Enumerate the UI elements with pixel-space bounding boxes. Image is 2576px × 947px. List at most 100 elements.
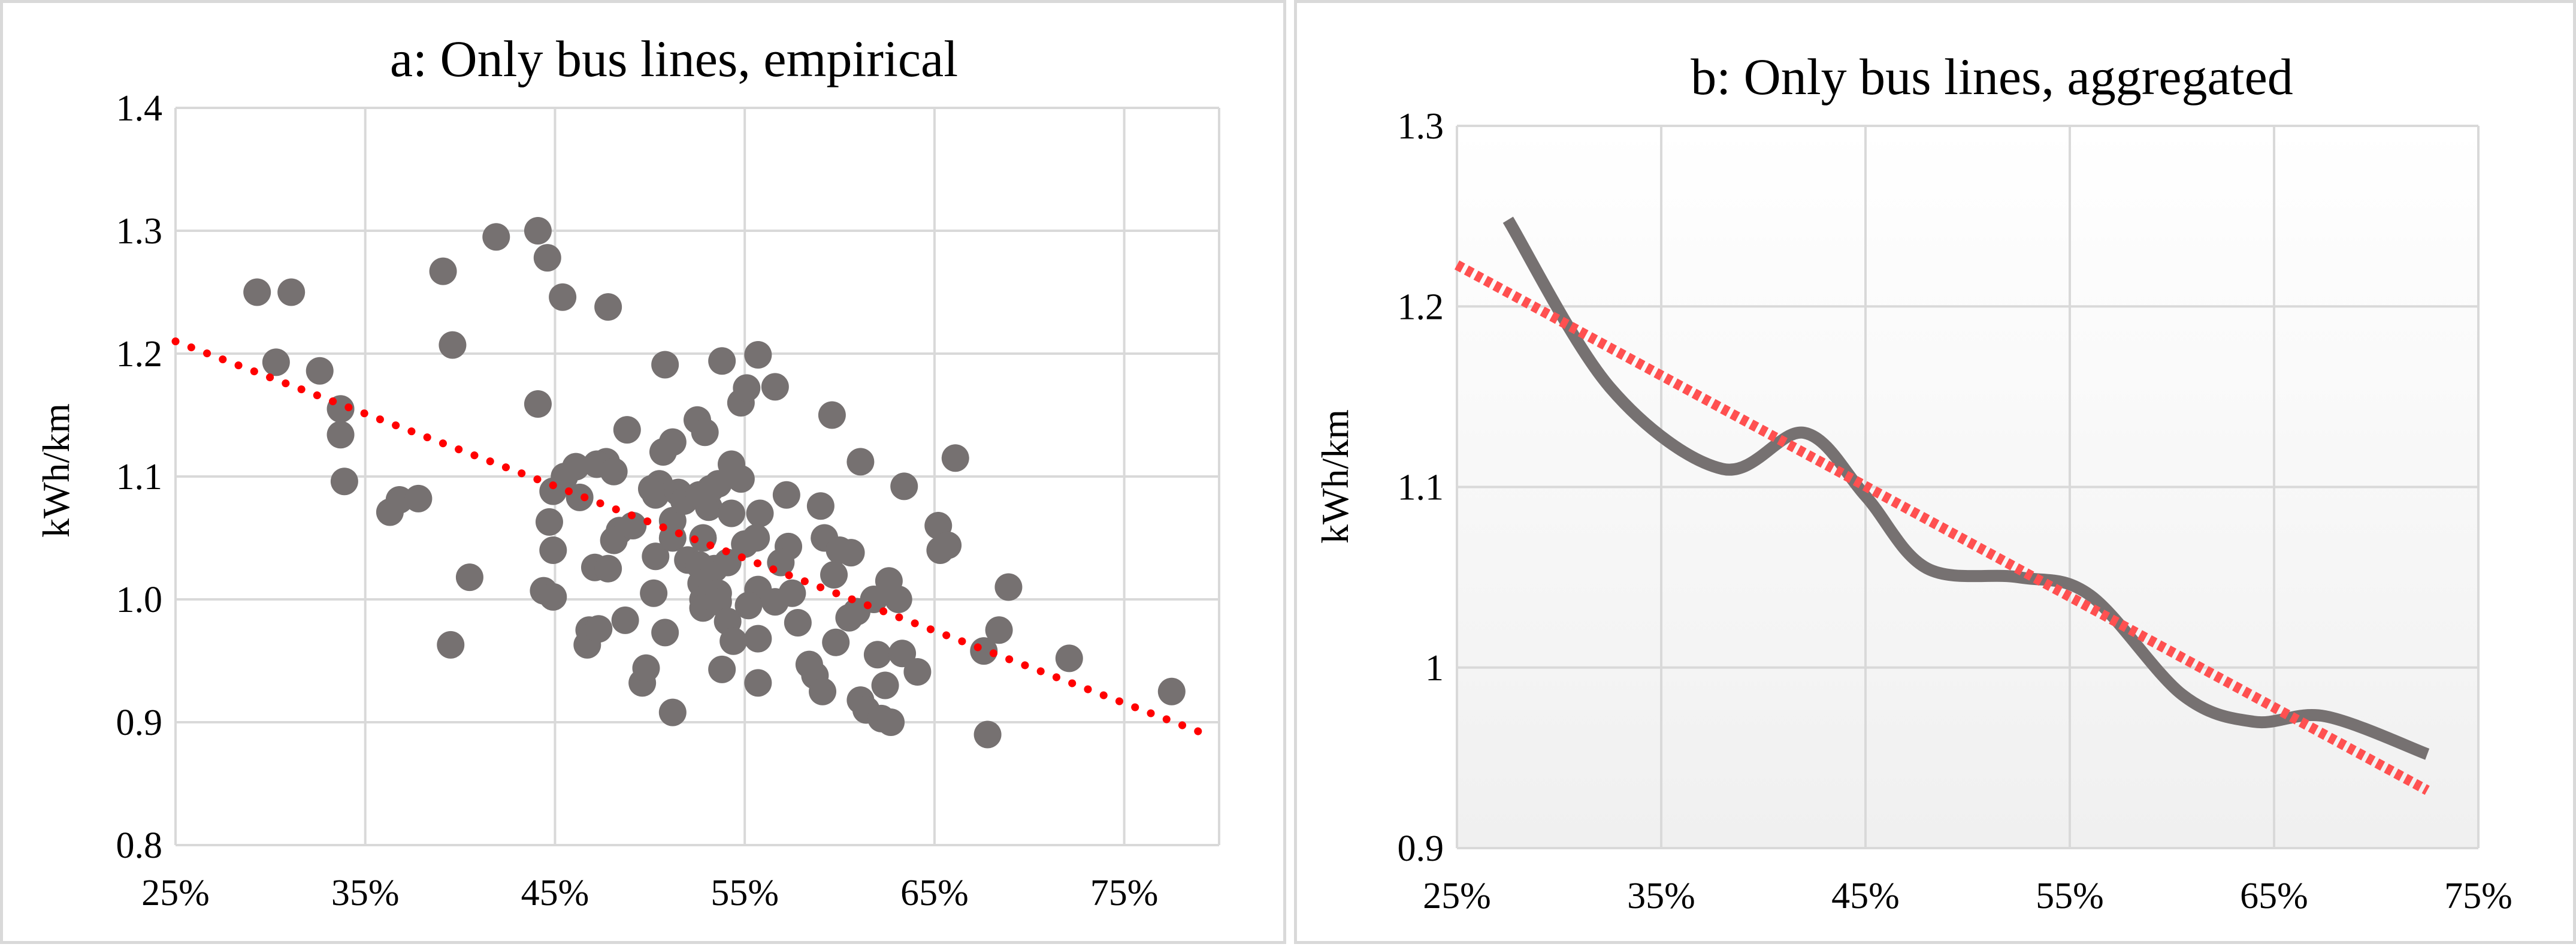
- data-point: [822, 628, 850, 656]
- data-point: [642, 481, 670, 509]
- data-point: [1157, 677, 1186, 705]
- chart-a-y-axis-label: kWh/km: [35, 403, 77, 538]
- chart-a-x-tick-label: 55%: [710, 873, 779, 913]
- data-point: [877, 708, 905, 736]
- data-point: [651, 619, 679, 647]
- data-point: [744, 669, 772, 697]
- data-point: [713, 548, 742, 577]
- data-point: [926, 536, 954, 564]
- chart-a-y-tick-label: 1.0: [116, 580, 163, 620]
- chart-a-x-tick-label: 65%: [900, 873, 969, 913]
- chart-a-y-tick-label: 1.2: [116, 334, 163, 375]
- data-point: [326, 421, 355, 449]
- data-point: [539, 583, 567, 611]
- data-point: [642, 542, 670, 571]
- data-point: [651, 351, 679, 379]
- chart-b-x-tick-label: 25%: [1423, 876, 1491, 916]
- data-point: [719, 627, 748, 655]
- data-point: [888, 640, 917, 668]
- chart-a-x-tick-label: 75%: [1090, 873, 1159, 913]
- data-point: [533, 244, 561, 272]
- chart-a-y-tick-label: 1.4: [116, 88, 163, 129]
- chart-b-x-tick-label: 65%: [2240, 876, 2308, 916]
- data-point: [871, 671, 899, 699]
- data-point: [594, 293, 622, 321]
- data-point: [600, 526, 628, 554]
- data-point: [482, 223, 510, 251]
- data-point: [985, 616, 1013, 644]
- data-point: [708, 655, 736, 683]
- data-point: [843, 598, 871, 626]
- data-point: [746, 499, 774, 527]
- data-point: [429, 257, 457, 285]
- data-point: [649, 438, 677, 466]
- data-point: [744, 341, 772, 369]
- chart-b-title: b: Only bus lines, aggregated: [1691, 48, 2293, 105]
- data-point: [437, 631, 465, 659]
- chart-a-y-tick-label: 1.1: [116, 457, 163, 497]
- data-point: [718, 499, 746, 527]
- data-point: [704, 470, 732, 498]
- data-point: [535, 508, 563, 536]
- chart-b-x-tick-label: 75%: [2444, 876, 2512, 916]
- aggregated-line: [1502, 216, 2430, 760]
- data-point: [727, 465, 755, 493]
- data-point: [806, 492, 835, 520]
- chart-b-y-tick-label: 1.2: [1398, 286, 1444, 327]
- data-point: [903, 658, 932, 686]
- chart-panel-a: a: Only bus lines, empirical kWh/km 0.8 0…: [0, 0, 1286, 944]
- data-point: [784, 608, 812, 637]
- data-point: [1055, 644, 1083, 672]
- data-point: [613, 416, 641, 444]
- data-point: [262, 348, 290, 376]
- data-point: [539, 477, 567, 505]
- trendline: [1454, 260, 2430, 795]
- data-point: [884, 586, 912, 613]
- chart-a: a: Only bus lines, empirical kWh/km 0.8 0…: [35, 30, 1220, 913]
- data-point: [243, 278, 271, 306]
- chart-b-x-tick-label: 35%: [1627, 876, 1695, 916]
- data-point: [778, 579, 806, 607]
- data-point: [731, 530, 759, 558]
- chart-panel-b: b: Only bus lines, aggregated kWh/km 0.9…: [1294, 0, 2576, 944]
- data-point: [632, 654, 660, 682]
- data-point: [640, 579, 668, 607]
- data-point: [691, 418, 719, 447]
- data-point: [524, 217, 552, 245]
- chart-b-y-tick-label: 0.9: [1398, 828, 1444, 869]
- data-point: [863, 641, 891, 669]
- data-point: [761, 373, 789, 401]
- data-point: [562, 453, 590, 481]
- data-point: [439, 331, 467, 359]
- data-point: [820, 561, 848, 589]
- data-point: [539, 536, 567, 564]
- data-point: [549, 283, 577, 311]
- data-point: [744, 625, 772, 653]
- data-point: [837, 539, 865, 567]
- chart-b-y-tick-label: 1.3: [1398, 106, 1444, 147]
- data-point: [890, 472, 918, 500]
- data-point: [733, 374, 761, 402]
- chart-a-x-tick-label: 25%: [141, 873, 210, 913]
- data-point: [600, 457, 628, 485]
- chart-b-x-tick-label: 55%: [2036, 876, 2104, 916]
- data-point: [330, 468, 358, 496]
- data-point: [708, 347, 736, 375]
- chart-a-x-tick-label: 45%: [521, 873, 589, 913]
- data-point: [619, 512, 647, 539]
- chart-a-y-tick-label: 1.3: [116, 211, 163, 252]
- chart-b-y-axis-label: kWh/km: [1314, 409, 1356, 544]
- chart-a-title: a: Only bus lines, empirical: [390, 30, 958, 88]
- chart-b-y-tick-label: 1: [1425, 648, 1444, 689]
- data-point: [306, 357, 334, 385]
- trendline: [171, 337, 1204, 736]
- data-point: [994, 573, 1023, 601]
- chart-a-x-tick-label: 35%: [331, 873, 400, 913]
- data-point: [772, 481, 800, 509]
- data-point: [818, 401, 846, 429]
- data-point: [973, 720, 1002, 749]
- data-point: [809, 677, 837, 705]
- data-point: [846, 448, 875, 476]
- data-point: [455, 563, 483, 592]
- data-point: [404, 484, 433, 512]
